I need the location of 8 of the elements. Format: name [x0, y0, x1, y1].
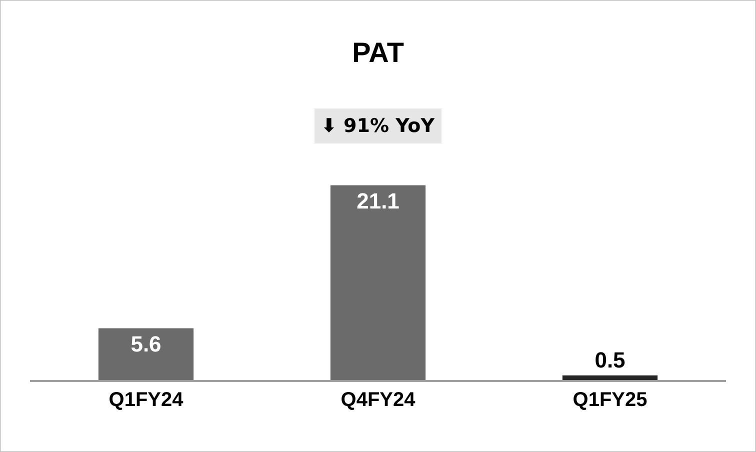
data-label: 5.6 [130, 331, 162, 356]
chart-title: PAT [352, 36, 404, 68]
x-tick-label: Q1FY25 [572, 388, 648, 411]
x-tick-label: Q1FY24 [108, 388, 184, 411]
data-label: 21.1 [356, 188, 400, 214]
data-label: 0.5 [594, 347, 626, 372]
x-tick-label: Q4FY24 [340, 388, 416, 411]
chart-subtitle: ⬇ 91% YoY [321, 115, 435, 137]
